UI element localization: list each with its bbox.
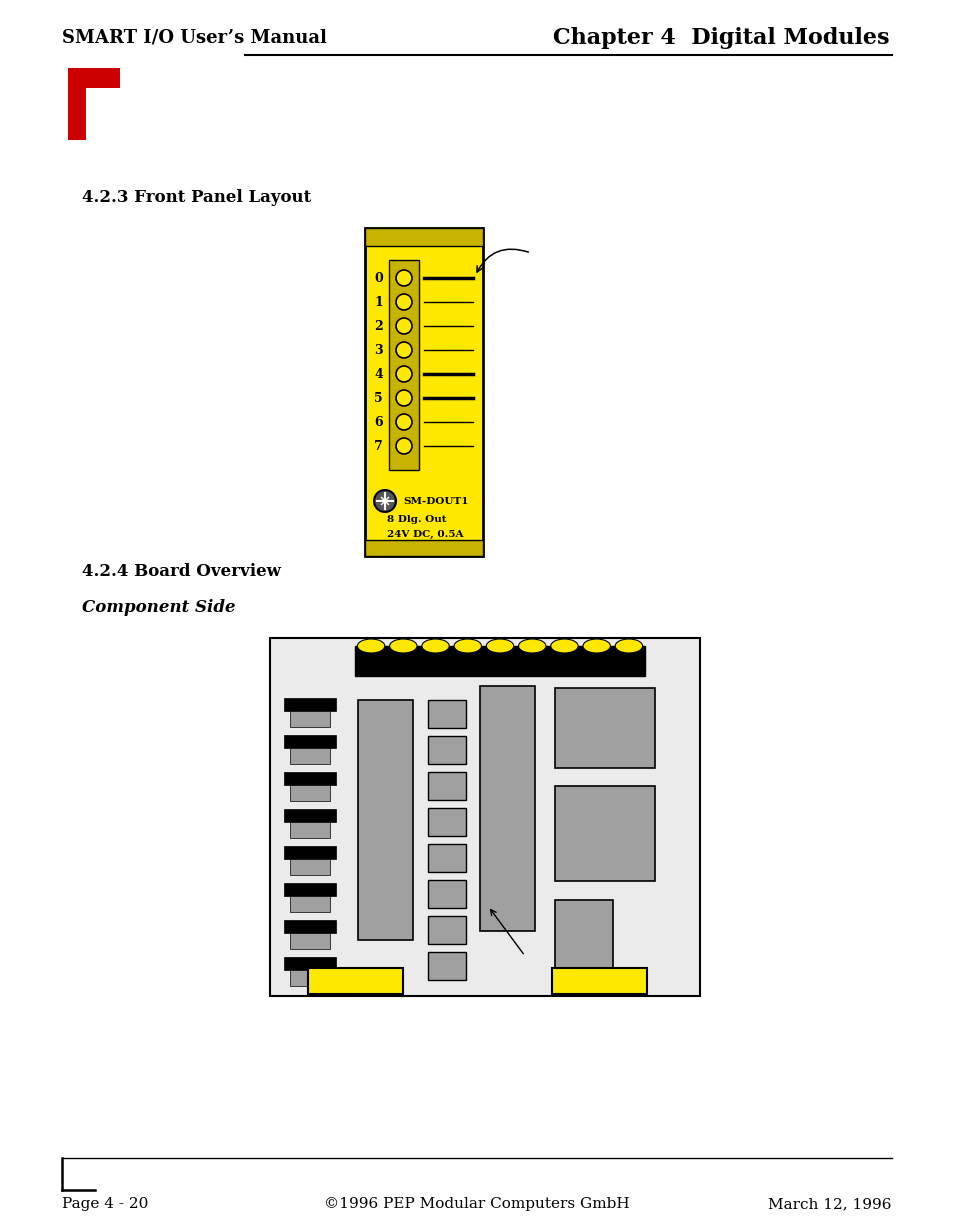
Bar xyxy=(290,858,330,876)
Bar xyxy=(284,734,335,748)
Circle shape xyxy=(395,319,412,334)
Text: Chapter 4  Digital Modules: Chapter 4 Digital Modules xyxy=(553,27,889,49)
Bar xyxy=(355,646,644,676)
Bar xyxy=(284,846,335,858)
Bar xyxy=(284,772,335,786)
Text: Component Side: Component Side xyxy=(82,599,235,617)
Bar xyxy=(479,686,535,931)
Bar xyxy=(365,229,482,556)
Bar xyxy=(308,968,402,993)
Bar xyxy=(365,540,482,556)
Text: 3: 3 xyxy=(374,343,382,356)
Bar xyxy=(428,952,465,980)
Bar xyxy=(284,957,335,970)
Text: 6: 6 xyxy=(374,416,382,428)
Bar xyxy=(290,748,330,764)
Bar xyxy=(270,638,700,996)
Text: 24V DC, 0.5A: 24V DC, 0.5A xyxy=(387,529,463,539)
Ellipse shape xyxy=(518,638,545,653)
Circle shape xyxy=(395,438,412,454)
Ellipse shape xyxy=(582,638,610,653)
Circle shape xyxy=(395,270,412,286)
Bar xyxy=(428,772,465,800)
Bar xyxy=(284,698,335,711)
Bar xyxy=(428,700,465,728)
Bar xyxy=(428,880,465,908)
Ellipse shape xyxy=(389,638,416,653)
Text: 4: 4 xyxy=(374,367,382,381)
Ellipse shape xyxy=(421,638,449,653)
Bar xyxy=(428,807,465,837)
Bar xyxy=(428,844,465,872)
Circle shape xyxy=(395,413,412,430)
Circle shape xyxy=(395,294,412,310)
Text: SM-DOUT1: SM-DOUT1 xyxy=(402,496,468,506)
Bar xyxy=(290,970,330,986)
Bar xyxy=(428,916,465,944)
Bar xyxy=(555,900,613,968)
Circle shape xyxy=(395,390,412,406)
Bar xyxy=(357,700,413,940)
Bar xyxy=(284,809,335,822)
Text: Page 4 - 20: Page 4 - 20 xyxy=(62,1197,149,1211)
Bar xyxy=(290,896,330,912)
Text: 4.2.4 Board Overview: 4.2.4 Board Overview xyxy=(82,563,280,580)
Ellipse shape xyxy=(357,638,384,653)
Bar xyxy=(552,968,646,993)
Bar xyxy=(68,68,120,88)
Bar xyxy=(290,711,330,727)
Bar xyxy=(428,736,465,764)
Text: 2: 2 xyxy=(374,320,382,332)
Text: SMART I/O User’s Manual: SMART I/O User’s Manual xyxy=(62,29,327,47)
Bar xyxy=(290,786,330,801)
Text: 5: 5 xyxy=(374,392,382,405)
Text: March 12, 1996: March 12, 1996 xyxy=(768,1197,891,1211)
Text: 1: 1 xyxy=(374,295,382,309)
Text: 0: 0 xyxy=(374,271,382,285)
Text: ©1996 PEP Modular Computers GmbH: ©1996 PEP Modular Computers GmbH xyxy=(324,1197,629,1211)
Circle shape xyxy=(374,490,395,512)
Bar xyxy=(555,688,655,769)
Ellipse shape xyxy=(615,638,642,653)
Bar xyxy=(389,260,418,471)
Text: 4.2.3 Front Panel Layout: 4.2.3 Front Panel Layout xyxy=(82,190,311,207)
Bar xyxy=(284,921,335,933)
Circle shape xyxy=(395,342,412,358)
Bar xyxy=(365,229,482,246)
Text: 8 Dlg. Out: 8 Dlg. Out xyxy=(387,516,446,524)
Bar xyxy=(290,933,330,948)
Circle shape xyxy=(395,366,412,382)
Ellipse shape xyxy=(550,638,578,653)
Bar xyxy=(284,883,335,896)
Bar xyxy=(290,822,330,838)
Ellipse shape xyxy=(486,638,513,653)
Bar xyxy=(68,68,86,140)
Text: 7: 7 xyxy=(374,439,382,452)
Ellipse shape xyxy=(454,638,481,653)
Bar xyxy=(555,786,655,882)
